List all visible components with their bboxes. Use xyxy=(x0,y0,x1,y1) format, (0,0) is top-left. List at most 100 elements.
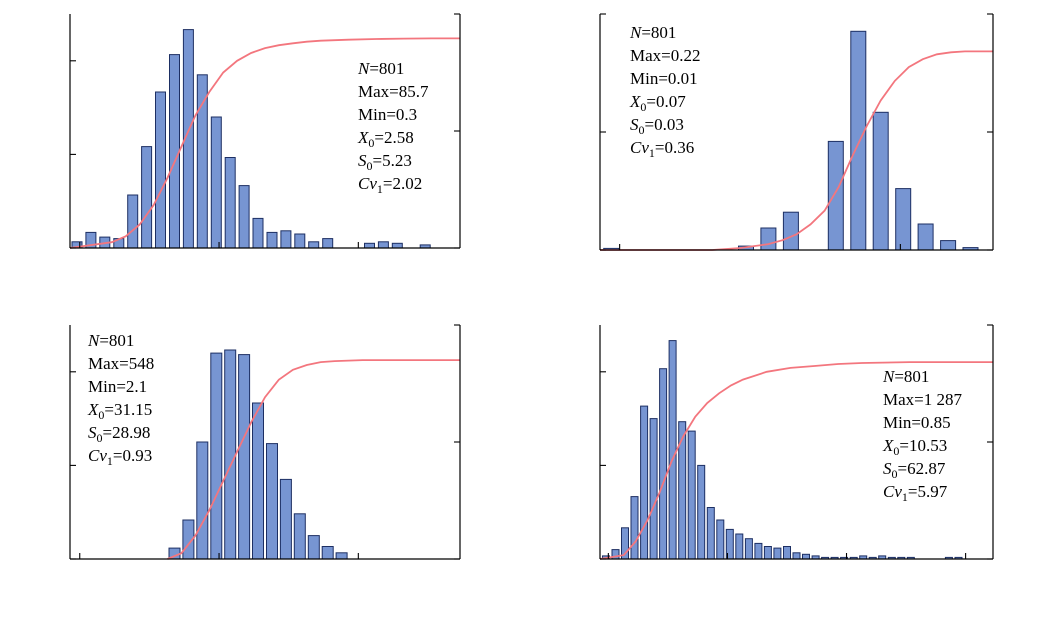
stat-value: =801 xyxy=(894,367,929,386)
histogram-bar xyxy=(364,242,375,249)
histogram-bar xyxy=(783,546,791,560)
histogram-bar xyxy=(266,443,278,560)
stat-label: S xyxy=(630,115,639,134)
histogram-bar xyxy=(307,535,320,560)
histogram-bar xyxy=(687,430,696,560)
histogram-bar xyxy=(649,418,658,560)
histogram-bar xyxy=(802,553,810,560)
stat-line: X0=31.15 xyxy=(87,400,152,422)
stat-label: Min xyxy=(630,69,659,88)
stat-value: =801 xyxy=(369,59,404,78)
stat-label: Max xyxy=(358,82,390,101)
stat-line: S0=0.03 xyxy=(630,115,684,137)
stat-subscript: 0 xyxy=(97,431,103,445)
stat-subscript: 0 xyxy=(640,100,646,114)
histogram-bar xyxy=(744,538,753,560)
histogram-bar xyxy=(659,368,668,560)
stat-value: =0.93 xyxy=(113,446,152,465)
stat-line: S0=62.87 xyxy=(883,459,946,481)
stat-value: =1 287 xyxy=(914,390,962,409)
stat-line: S0=5.23 xyxy=(358,151,412,173)
histogram-bar xyxy=(735,533,744,560)
stat-label: X xyxy=(629,92,641,111)
histogram-bar xyxy=(827,140,844,251)
histogram-bar xyxy=(155,91,166,249)
cumulative-distribution-line xyxy=(600,50,993,251)
stat-line: S0=28.98 xyxy=(88,423,150,445)
stat-line: Cv1=5.97 xyxy=(883,482,948,504)
histogram-bar xyxy=(716,519,725,560)
histogram-bar xyxy=(127,194,139,249)
panel-c-as: N=801 Max=548 Min=2.1 X0=31.15 S0=28.98 Cv1=0… xyxy=(0,308,530,615)
stat-label: N xyxy=(629,23,643,42)
chart-b-ag: N=801Max=0.22Min=0.01X0=0.07S0=0.03Cv1=0… xyxy=(599,13,994,251)
stat-value: =801 xyxy=(99,331,134,350)
histogram-bar xyxy=(196,441,209,560)
stat-value: =62.87 xyxy=(898,459,946,478)
histogram-bar xyxy=(169,54,180,249)
histogram-bar xyxy=(895,188,912,251)
stat-value: =548 xyxy=(119,354,154,373)
histogram-bar xyxy=(238,185,250,249)
stat-label: S xyxy=(358,151,367,170)
stat-subscript: 0 xyxy=(893,444,899,458)
stat-line: Min=0.3 xyxy=(358,105,417,124)
stat-label: S xyxy=(883,459,892,478)
stat-label: Cv xyxy=(358,174,377,193)
stat-value: =0.07 xyxy=(646,92,686,111)
histogram-bar xyxy=(293,513,306,560)
stat-subscript: 0 xyxy=(639,123,645,137)
stat-line: Min=0.01 xyxy=(630,69,698,88)
stat-subscript: 1 xyxy=(649,146,655,160)
histogram-bar xyxy=(760,227,777,251)
chart-c-as: N=801Max=548Min=2.1X0=31.15S0=28.98Cv1=0… xyxy=(69,324,461,560)
stat-line: X0=2.58 xyxy=(357,128,414,150)
histogram-bar xyxy=(940,240,957,251)
stat-label: N xyxy=(882,367,896,386)
histogram-bar xyxy=(792,552,801,560)
stat-line: N=801 xyxy=(357,59,404,78)
stat-line: Min=2.1 xyxy=(88,377,147,396)
histogram-bar xyxy=(210,352,223,560)
stat-value: =5.23 xyxy=(373,151,412,170)
stat-label: Max xyxy=(883,390,915,409)
cumulative-distribution-line xyxy=(599,361,993,560)
histogram-bar xyxy=(224,349,237,560)
stat-label: X xyxy=(882,436,894,455)
cumulative-distribution-line xyxy=(69,37,460,249)
stat-line: Max=0.22 xyxy=(630,46,701,65)
histogram-bar xyxy=(238,354,251,560)
histogram-bar xyxy=(280,230,292,249)
histogram-bar xyxy=(917,223,934,251)
stat-line: Max=85.7 xyxy=(358,82,429,101)
histogram-bar xyxy=(294,233,306,249)
histogram-bar xyxy=(335,552,348,560)
stat-value: =2.02 xyxy=(383,174,422,193)
histogram-bar xyxy=(630,496,639,560)
stat-label: Min xyxy=(88,377,117,396)
stat-value: =0.03 xyxy=(645,115,684,134)
stat-line: Cv1=2.02 xyxy=(358,174,422,196)
stat-subscript: 0 xyxy=(98,408,104,422)
stat-label: Max xyxy=(630,46,662,65)
stat-line: N=801 xyxy=(882,367,929,386)
stat-value: =0.3 xyxy=(386,105,417,124)
histogram-bar xyxy=(697,464,706,560)
stat-value: =2.1 xyxy=(116,377,147,396)
stat-line: N=801 xyxy=(629,23,676,42)
stat-label: X xyxy=(357,128,369,147)
stat-value: =31.15 xyxy=(104,400,152,419)
histogram-bar xyxy=(141,146,153,249)
stat-subscript: 0 xyxy=(367,159,373,173)
stat-line: Cv1=0.93 xyxy=(88,446,152,468)
stat-line: X0=0.07 xyxy=(629,92,686,114)
histogram-bar xyxy=(640,405,649,560)
stat-value: =5.97 xyxy=(908,482,948,501)
stat-value: =0.85 xyxy=(911,413,950,432)
stat-value: =85.7 xyxy=(389,82,429,101)
stat-subscript: 0 xyxy=(892,467,898,481)
stat-label: Max xyxy=(88,354,120,373)
stat-value: =0.22 xyxy=(661,46,700,65)
stat-label: N xyxy=(87,331,101,350)
stat-label: Min xyxy=(358,105,387,124)
